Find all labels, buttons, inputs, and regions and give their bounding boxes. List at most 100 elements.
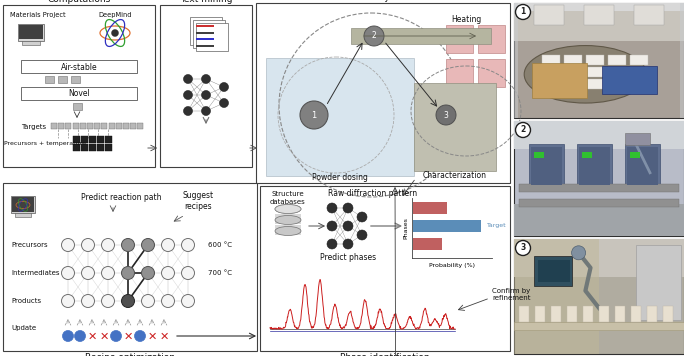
Bar [514,239,684,354]
Bar [51,123,57,129]
Text: ✕: ✕ [123,332,133,342]
Circle shape [343,221,353,231]
Bar [73,123,79,129]
Text: Products: Products [11,298,41,304]
Bar [21,60,137,73]
Circle shape [436,105,456,125]
Circle shape [81,294,94,308]
Bar [514,239,684,277]
Bar [630,152,640,158]
Text: Confirm by
refinement: Confirm by refinement [492,288,531,300]
Ellipse shape [275,226,301,236]
Bar [564,79,582,89]
Bar [22,41,40,45]
Text: Computations: Computations [47,0,111,5]
Text: 2: 2 [521,126,525,135]
Text: Predict phases: Predict phases [320,253,376,262]
Bar [542,79,560,89]
Circle shape [202,74,211,84]
Bar [87,123,93,129]
Bar [625,144,660,189]
Bar [567,306,577,322]
Bar [535,306,545,322]
Circle shape [75,330,86,341]
Circle shape [62,330,73,341]
Bar [478,25,505,53]
Bar [89,136,96,143]
Bar [45,76,54,83]
Circle shape [357,230,367,240]
Bar [73,144,80,151]
Bar [534,152,544,158]
Bar [190,17,222,45]
Text: Novel: Novel [68,89,90,99]
Circle shape [142,267,155,279]
Bar [583,306,593,322]
Circle shape [343,203,353,213]
Circle shape [181,267,194,279]
Circle shape [327,221,337,231]
Bar [602,66,657,94]
Text: Air-stable: Air-stable [61,63,97,72]
Circle shape [183,90,192,99]
Bar [577,144,612,189]
Text: 3: 3 [521,244,525,252]
Text: Phase identification: Phase identification [340,354,430,356]
Text: Intermediates: Intermediates [11,270,60,276]
Bar [101,123,107,129]
Text: Robotic synthesis: Robotic synthesis [343,0,423,1]
Bar [105,136,112,143]
Bar [123,123,129,129]
Bar [109,123,115,129]
Circle shape [364,26,384,46]
Text: Characterization: Characterization [423,171,487,179]
Bar [196,25,214,27]
Bar [514,121,684,236]
Bar [634,5,664,25]
Circle shape [300,101,328,129]
Bar [18,24,44,41]
Bar [579,147,610,185]
Ellipse shape [275,204,301,214]
Bar [105,144,112,151]
Text: 700 °C: 700 °C [208,270,232,276]
Bar [66,123,71,129]
Bar [73,103,82,110]
Circle shape [81,239,94,251]
Circle shape [142,239,155,251]
Bar [12,197,34,212]
Circle shape [135,330,146,341]
Bar [196,23,228,51]
Bar [137,123,144,129]
Bar [514,322,684,330]
Bar [534,256,573,286]
Circle shape [181,294,194,308]
Bar [3,183,257,351]
Text: Text mining: Text mining [180,0,233,5]
Bar [414,83,496,171]
Circle shape [327,203,337,213]
Text: ✕: ✕ [99,332,109,342]
Bar [116,123,122,129]
Bar [608,79,626,89]
Circle shape [122,239,135,251]
Bar [582,152,592,158]
Circle shape [101,267,114,279]
Bar [680,3,684,118]
Bar [275,214,301,224]
Circle shape [220,99,228,108]
Bar [538,260,570,282]
Circle shape [181,239,194,251]
Bar [514,3,684,41]
Bar [351,28,491,44]
Bar [551,306,561,322]
Text: 2: 2 [371,31,376,41]
Circle shape [111,30,118,37]
Bar [196,38,214,40]
Bar [446,25,473,53]
Text: ✕: ✕ [147,332,157,342]
Circle shape [343,239,353,249]
Bar [514,204,684,236]
Circle shape [62,294,75,308]
Bar [615,306,625,322]
